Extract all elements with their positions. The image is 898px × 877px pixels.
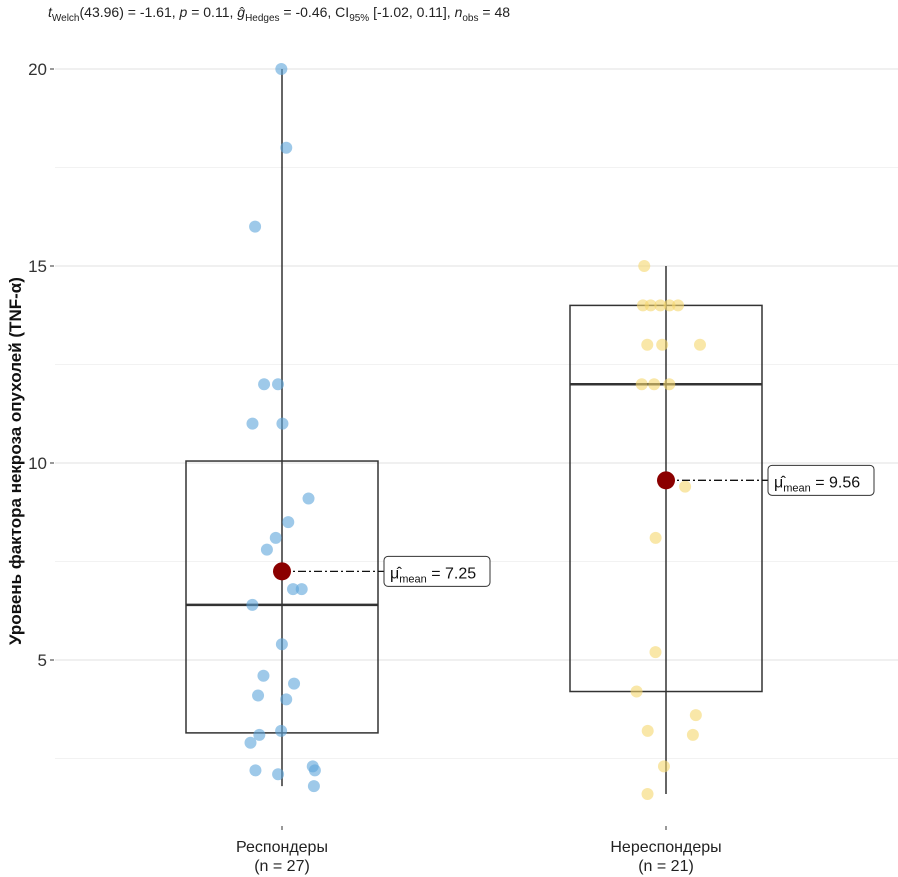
- data-point: [686, 728, 699, 741]
- data-point: [275, 724, 288, 737]
- data-point: [244, 736, 257, 749]
- data-point: [630, 685, 643, 698]
- t-sub: Welch: [51, 12, 80, 24]
- ci-sub: 95%: [349, 12, 370, 24]
- mean-sub: mean: [399, 573, 427, 585]
- data-point: [656, 338, 669, 351]
- mean-label-box: [383, 555, 491, 587]
- data-point: [280, 141, 293, 154]
- chart-subtitle: tWelch(43.96) = -1.61, p = 0.11, ĝHedges…: [48, 4, 510, 24]
- data-point: [649, 646, 662, 659]
- p-label: p: [179, 4, 188, 20]
- data-point: [288, 677, 301, 690]
- data-point: [638, 260, 651, 272]
- g-sub: Hedges: [245, 12, 280, 24]
- n-value: = 48: [478, 4, 511, 20]
- group-2: μ̂mean = 9.56: [569, 260, 875, 800]
- data-point: [280, 693, 293, 706]
- data-point: [693, 338, 706, 351]
- mean-sub: mean: [783, 482, 811, 494]
- data-point: [641, 787, 654, 800]
- ci-value: [-1.02, 0.11],: [369, 4, 455, 20]
- data-point: [672, 299, 685, 312]
- n-label: n: [454, 4, 463, 20]
- data-point: [649, 531, 662, 544]
- data-point: [657, 760, 670, 773]
- mean-value: = 9.56: [811, 474, 860, 491]
- data-point: [249, 764, 262, 777]
- mean-label-box: [767, 464, 875, 496]
- data-point: [295, 583, 308, 596]
- data-point: [260, 543, 273, 556]
- mean-label: μ̂mean = 7.25: [390, 565, 476, 585]
- x-category-n: (n = 21): [638, 858, 694, 875]
- data-point: [269, 531, 282, 544]
- g-value: = -0.46, CI: [279, 4, 350, 20]
- grid-lines: [55, 68, 898, 759]
- data-point: [679, 480, 692, 493]
- data-point: [257, 669, 270, 682]
- data-point: [635, 378, 648, 391]
- g-label: ĝ: [237, 4, 246, 20]
- n-sub: obs: [462, 12, 479, 24]
- y-tick-label: 10: [28, 454, 47, 473]
- group-1: μ̂mean = 7.25: [185, 63, 491, 793]
- mean-point: [657, 471, 675, 490]
- y-tick-label: 5: [38, 651, 47, 670]
- data-point: [641, 338, 654, 351]
- data-point: [253, 728, 266, 741]
- data-point: [654, 299, 667, 312]
- x-category-label: Респондеры: [236, 839, 328, 856]
- x-category-n: (n = 27): [254, 858, 310, 875]
- data-point: [636, 299, 649, 312]
- data-point: [307, 780, 320, 793]
- data-point: [246, 598, 259, 611]
- t-label: t: [48, 4, 52, 20]
- x-axis-labels: Респондеры (n = 27) Нереспондеры (n = 21): [236, 826, 722, 875]
- data-point: [272, 378, 285, 391]
- data-point: [663, 299, 676, 312]
- mean-value: = 7.25: [427, 565, 476, 582]
- data-point: [689, 709, 702, 722]
- data-point: [282, 516, 295, 529]
- data-point: [246, 417, 259, 430]
- t-value: (43.96) = -1.61,: [79, 4, 180, 20]
- data-point: [272, 768, 285, 781]
- y-axis-ticks: 5 10 15 20: [28, 60, 54, 670]
- p-value: = 0.11,: [187, 4, 238, 20]
- mean-symbol: μ̂: [774, 474, 786, 491]
- data-point: [249, 220, 262, 233]
- data-point: [275, 63, 288, 75]
- data-point: [258, 378, 271, 391]
- data-point: [663, 378, 676, 391]
- data-point: [641, 724, 654, 737]
- data-point: [308, 764, 321, 777]
- data-point: [275, 638, 288, 651]
- mean-point: [273, 562, 291, 581]
- data-point: [302, 492, 315, 505]
- y-tick-label: 20: [28, 60, 47, 79]
- mean-symbol: μ̂: [390, 565, 402, 582]
- data-point: [252, 689, 265, 702]
- y-tick-label: 15: [28, 257, 47, 276]
- x-category-label: Нереспондеры: [610, 839, 721, 856]
- data-point: [287, 583, 300, 596]
- data-point: [276, 417, 289, 430]
- mean-label: μ̂mean = 9.56: [774, 474, 860, 494]
- data-point: [648, 378, 661, 391]
- groups: μ̂mean = 7.25μ̂mean = 9.56: [185, 63, 875, 800]
